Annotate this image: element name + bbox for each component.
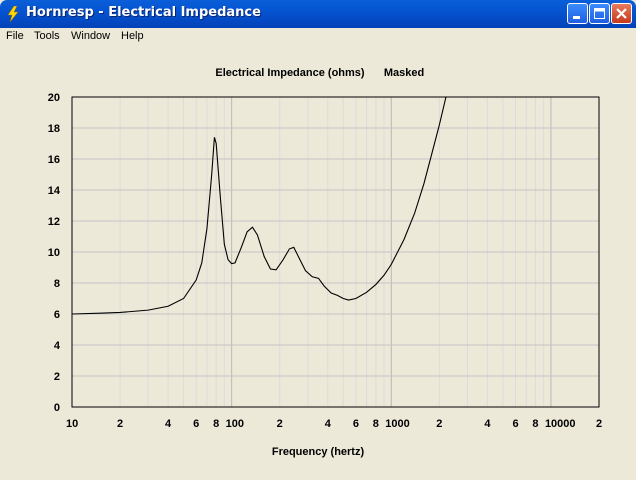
y-tick-label: 18 [48,123,60,135]
x-tick-label: 4 [484,418,491,430]
menu-file[interactable]: File [6,30,24,42]
lightning-icon [7,6,19,22]
impedance-series-line [71,96,447,315]
major-gridlines [71,97,599,407]
x-tick-label: 2 [117,418,123,430]
y-tick-label: 14 [48,185,61,197]
y-tick-label: 20 [48,92,60,104]
x-tick-label: 100 [226,418,244,430]
y-tick-label: 4 [54,340,61,352]
y-tick-label: 12 [48,216,60,228]
y-tick-label: 2 [54,371,60,383]
x-tick-label: 2 [436,418,442,430]
y-tick-label: 0 [54,402,60,414]
close-button[interactable] [611,3,632,24]
menu-help[interactable]: Help [121,30,144,42]
y-tick-label: 10 [48,247,60,259]
x-tick-label: 2 [596,418,602,430]
x-tick-label: 10000 [545,418,576,430]
x-axis-label: Frequency (hertz) [272,446,365,458]
y-tick-labels: 0 2 4 6 8 10 12 14 16 18 20 [48,92,61,414]
x-tick-label: 2 [277,418,283,430]
close-icon [616,8,627,19]
x-tick-label: 4 [165,418,172,430]
minimize-button[interactable] [567,3,588,24]
x-tick-label: 1000 [385,418,409,430]
x-tick-labels: 10 2 4 6 8 100 2 4 6 8 1000 2 4 6 8 10000 2 [66,418,602,430]
x-tick-label: 8 [213,418,219,430]
x-tick-label: 8 [532,418,538,430]
menu-bar: File Tools Window Help [0,28,636,46]
x-tick-label: 8 [373,418,379,430]
menu-window[interactable]: Window [71,30,111,42]
x-tick-label: 10 [66,418,78,430]
y-tick-label: 8 [54,278,60,290]
maximize-button[interactable] [589,3,610,24]
y-tick-label: 6 [54,309,60,321]
plot-frame [71,96,600,408]
window-title: Hornresp - Electrical Impedance [26,5,261,20]
menu-tools[interactable]: Tools [34,30,60,42]
chart-area: Electrical Impedance (ohms) Masked 0 2 4 6 8… [0,46,636,476]
chart-title: Electrical Impedance (ohms) [215,67,364,79]
maximize-icon [594,8,605,19]
x-tick-label: 6 [512,418,518,430]
impedance-chart: Electrical Impedance (ohms) Masked 0 2 4 6 8… [48,67,602,458]
x-tick-label: 6 [193,418,199,430]
x-tick-label: 6 [353,418,359,430]
title-bar[interactable]: Hornresp - Electrical Impedance [0,0,636,28]
chart-subtitle: Masked [384,67,424,79]
x-tick-label: 4 [325,418,332,430]
y-tick-label: 16 [48,154,60,166]
minimize-icon [573,16,580,19]
